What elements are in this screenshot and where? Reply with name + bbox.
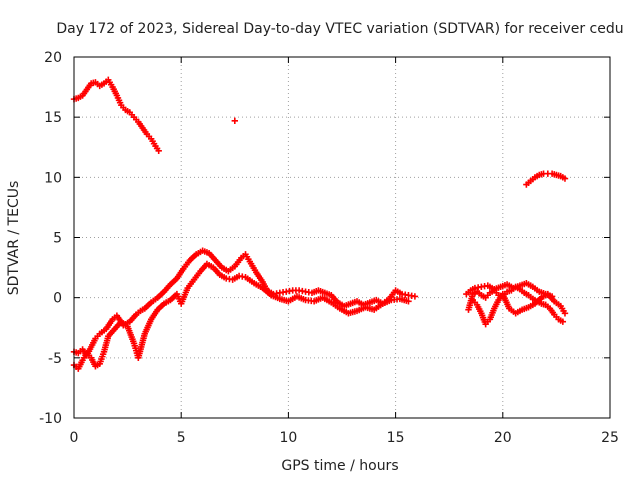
x-tick-label: 25 [601,430,619,446]
y-tick-label: 20 [44,50,62,66]
x-tick-label: 20 [494,430,512,446]
data-point [155,147,162,155]
y-tick-label: -5 [48,351,62,367]
series-late-band-c [463,280,556,300]
x-tick-label: 10 [279,430,297,446]
data-point [559,318,567,325]
y-tick-label: 15 [44,110,62,126]
series-main-band [70,247,419,359]
y-tick-label: 10 [44,170,62,186]
x-axis-label: GPS time / hours [281,458,398,474]
data-points [70,76,569,372]
x-tick-label: 15 [387,430,405,446]
data-point [405,298,412,305]
x-tick-label: 5 [177,430,186,446]
series-upper-arc [70,76,162,155]
x-tick-label: 0 [70,430,79,446]
series-outlier [231,117,238,124]
data-point [231,117,238,124]
y-tick-labels: -10 -5 0 5 10 15 20 [39,50,62,427]
y-tick-label: 5 [53,231,62,247]
data-point [561,310,569,317]
x-tick-labels: 0 5 10 15 20 25 [70,430,619,446]
data-point [411,293,419,300]
data-point [561,175,569,182]
y-axis-label: SDTVAR / TECUs [6,181,22,296]
data-point [548,293,556,300]
series-late-upper [523,170,569,188]
axis-ticks [73,56,611,419]
series-lower-band [70,260,412,372]
y-tick-label: 0 [53,291,62,307]
y-tick-label: -10 [39,411,62,427]
chart-title: Day 172 of 2023, Sidereal Day-to-day VTE… [56,21,623,37]
grid [74,57,610,418]
